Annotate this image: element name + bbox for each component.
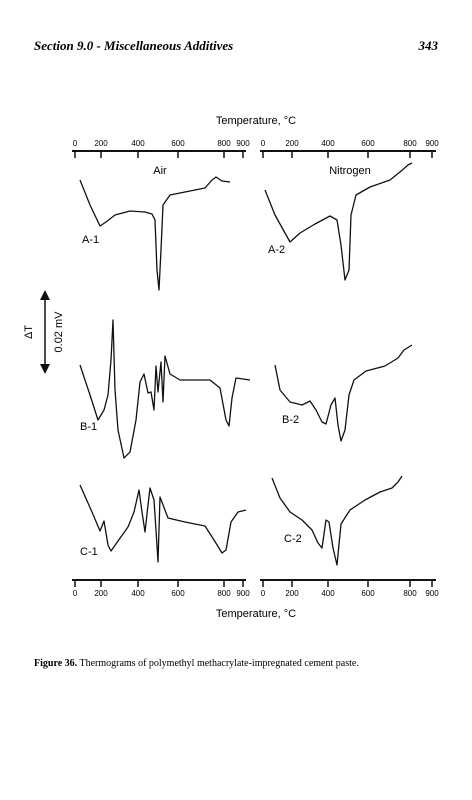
axis-title: Temperature, °C xyxy=(216,608,296,620)
arrow-head xyxy=(40,290,50,300)
panel-label: Nitrogen xyxy=(329,165,371,177)
tick-label: 0 xyxy=(261,139,266,148)
tick-label: 600 xyxy=(361,139,375,148)
tick-label: 800 xyxy=(217,589,231,598)
tick-label: 200 xyxy=(94,139,108,148)
scale-bar: ΔT 0.02 mV xyxy=(23,290,65,374)
scale-symbol: ΔT xyxy=(23,325,35,339)
curve-label: C-1 xyxy=(80,546,98,558)
thermogram xyxy=(264,162,413,281)
tick-label: 400 xyxy=(131,589,145,598)
tick-label: 400 xyxy=(321,139,335,148)
scale-value: 0.02 mV xyxy=(53,311,65,353)
axis-title: Temperature, °C xyxy=(216,115,296,127)
tick-label: 600 xyxy=(171,139,185,148)
thermogram xyxy=(271,475,403,566)
tick-label: 600 xyxy=(361,589,375,598)
tick-label: 0 xyxy=(73,139,78,148)
page-number: 343 xyxy=(418,38,439,53)
curve-label: B-1 xyxy=(80,421,97,433)
thermogram xyxy=(79,319,251,459)
tick-label: 200 xyxy=(285,589,299,598)
tick-label: 400 xyxy=(131,139,145,148)
figure: Temperature, °C 0 200 400 600 800 900 0 200 400 6… xyxy=(23,115,439,620)
thermogram xyxy=(79,484,247,563)
curve-label: B-2 xyxy=(282,414,299,426)
thermogram xyxy=(274,344,413,442)
tick-label: 800 xyxy=(403,589,417,598)
tick-label: 800 xyxy=(403,139,417,148)
caption: Figure 36. Thermograms of polymethyl met… xyxy=(34,658,359,669)
tick-label: 900 xyxy=(236,139,250,148)
ticks: 0 200 400 600 800 900 0 200 400 600 800 900 0 200 400 6… xyxy=(73,139,439,598)
caption-text: Thermograms of polymethyl methacrylate-i… xyxy=(77,658,359,669)
tick-label: 0 xyxy=(261,589,266,598)
thermogram xyxy=(79,176,231,291)
tick-label: 800 xyxy=(217,139,231,148)
curve-label: A-1 xyxy=(82,234,99,246)
running-header: Section 9.0 - Miscellaneous Additives xyxy=(34,38,233,53)
caption-label: Figure 36. xyxy=(34,658,78,669)
tick-label: 900 xyxy=(425,139,439,148)
arrow-head xyxy=(40,364,50,374)
tick-label: 600 xyxy=(171,589,185,598)
tick-label: 900 xyxy=(236,589,250,598)
panel-label: Air xyxy=(153,165,167,177)
curve-label: C-2 xyxy=(284,533,302,545)
curve-label: A-2 xyxy=(268,244,285,256)
tick-label: 200 xyxy=(285,139,299,148)
tick-label: 200 xyxy=(94,589,108,598)
tick-label: 0 xyxy=(73,589,78,598)
tick-label: 400 xyxy=(321,589,335,598)
tick-label: 900 xyxy=(425,589,439,598)
